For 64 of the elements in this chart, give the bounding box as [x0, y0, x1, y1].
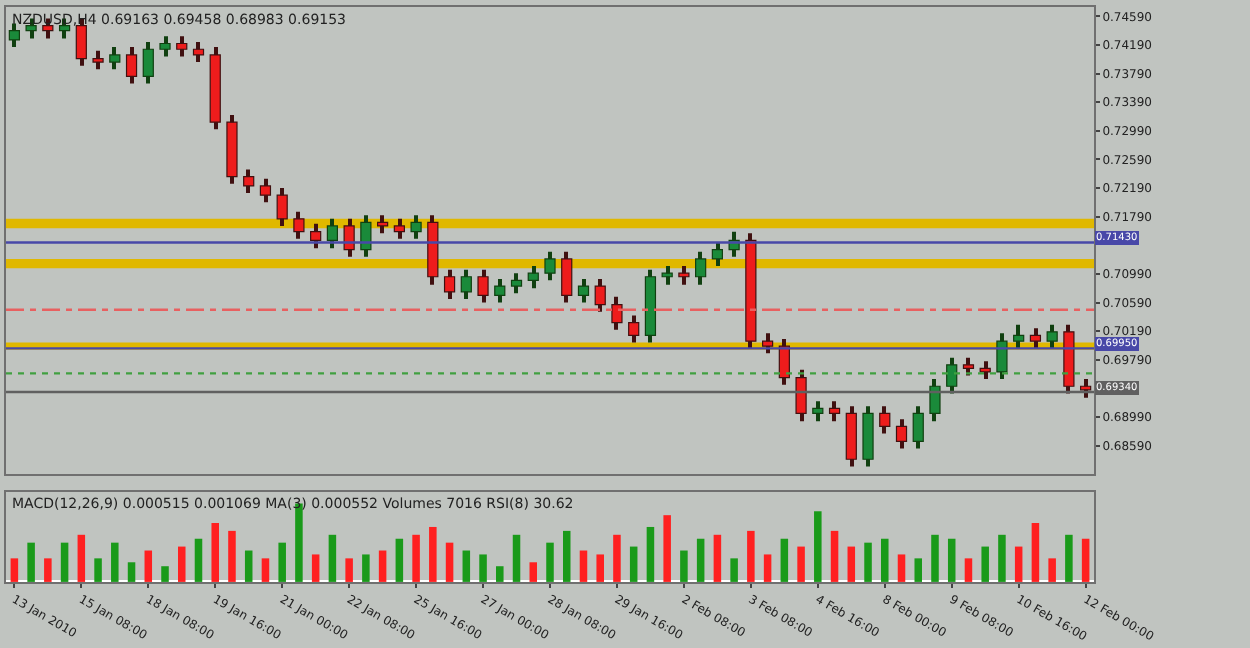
bar: [144, 550, 153, 582]
bar: [512, 534, 521, 582]
bar: [763, 554, 772, 582]
bar: [77, 534, 86, 582]
bar: [362, 554, 370, 582]
bar: [847, 546, 856, 582]
bar: [278, 542, 286, 582]
bar: [395, 538, 404, 582]
bar: [1031, 523, 1040, 582]
bar: [613, 534, 621, 582]
bar: [445, 542, 454, 582]
bar: [897, 554, 906, 582]
bar: [881, 538, 889, 582]
bar: [998, 534, 1006, 582]
bar: [462, 550, 471, 582]
bar: [797, 546, 805, 582]
bar: [629, 546, 638, 582]
bar: [1065, 534, 1073, 582]
bar: [496, 566, 504, 582]
bar: [94, 558, 102, 582]
bar: [479, 554, 487, 582]
bar: [127, 562, 136, 582]
bar: [964, 558, 973, 582]
bar: [60, 542, 69, 582]
bar: [562, 530, 571, 582]
bar: [311, 554, 320, 582]
bar: [864, 542, 872, 582]
bar: [261, 558, 270, 582]
bar: [914, 558, 923, 582]
bar: [345, 558, 353, 582]
bar: [814, 511, 822, 582]
bar: [546, 542, 554, 582]
bar: [177, 546, 186, 582]
bar: [529, 562, 538, 582]
bar: [1048, 558, 1056, 582]
bar: [1081, 538, 1090, 582]
bar: [931, 534, 939, 582]
bar: [947, 538, 956, 582]
bar: [10, 558, 19, 582]
bar: [780, 538, 789, 582]
bar: [111, 542, 119, 582]
bar: [696, 538, 705, 582]
bar: [194, 538, 203, 582]
bar: [27, 542, 35, 582]
bar: [429, 526, 437, 582]
bar: [730, 558, 738, 582]
bar: [1014, 546, 1023, 582]
bar: [244, 550, 253, 582]
bar: [44, 558, 52, 582]
bar: [680, 550, 688, 582]
bar: [646, 526, 655, 582]
bar: [211, 523, 219, 582]
bar: [596, 554, 604, 582]
bar: [663, 515, 671, 582]
bar: [412, 534, 420, 582]
bar: [981, 546, 989, 582]
bar: [161, 566, 169, 582]
bar: [378, 550, 387, 582]
bar: [328, 534, 337, 582]
bar: [747, 530, 755, 582]
bar: [830, 530, 839, 582]
bar: [228, 530, 236, 582]
bar: [713, 534, 722, 582]
bar: [579, 550, 588, 582]
